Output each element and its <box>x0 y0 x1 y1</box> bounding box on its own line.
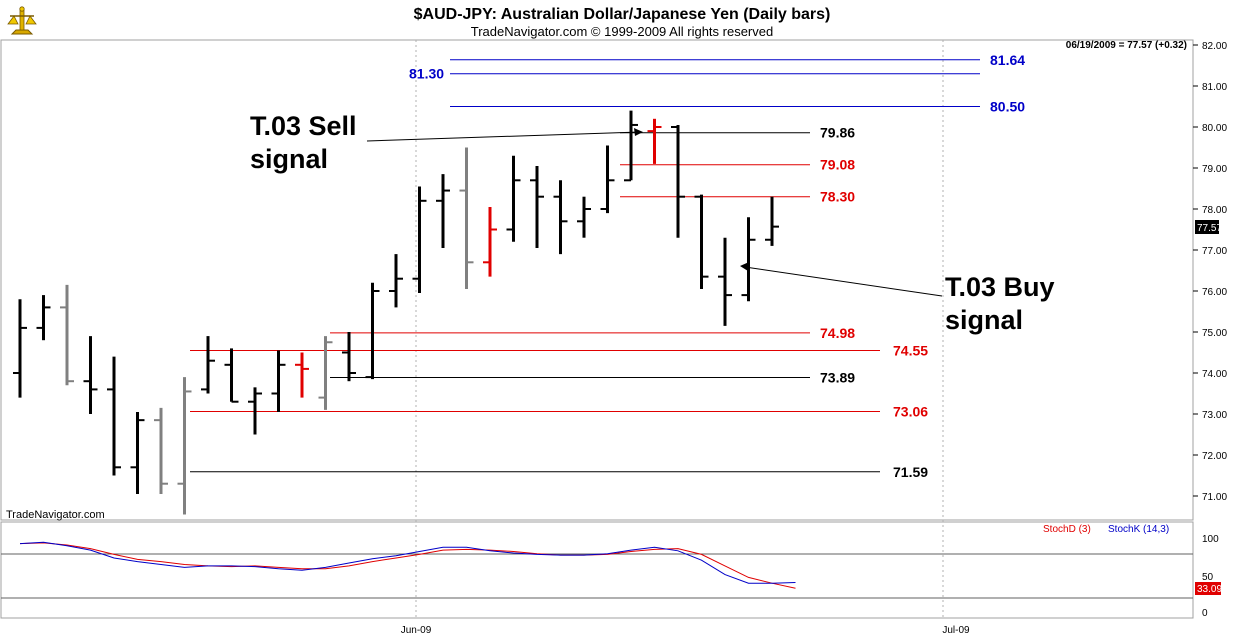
ohlc-bar <box>342 332 356 382</box>
stoch-legend-k: StochK (14,3) <box>1108 524 1169 535</box>
ohlc-bar <box>154 407 168 494</box>
price-tick-label: 80.00 <box>1202 123 1227 134</box>
level-label: 79.86 <box>820 125 855 141</box>
price-axis: 71.00 72.00 73.00 74.00 75.00 76.00 77.00 78.00… <box>1193 41 1227 503</box>
stoch-d-line <box>19 542 796 589</box>
level-label: 73.06 <box>893 404 928 420</box>
buy-signal-arrow <box>744 266 943 297</box>
price-tick-label: 74.00 <box>1202 369 1227 380</box>
sell-signal-arrowhead <box>634 128 643 136</box>
stoch-tick-0: 0 <box>1202 608 1208 619</box>
brand-watermark: TradeNavigator.com <box>6 509 105 521</box>
ohlc-bar <box>412 186 427 294</box>
level-label: 74.55 <box>893 342 928 358</box>
chart-subtitle: TradeNavigator.com © 1999-2009 All right… <box>471 24 773 39</box>
ohlc-bar <box>600 145 615 214</box>
buy-signal-label: signal <box>945 305 1023 335</box>
ohlc-bar <box>107 356 121 476</box>
sell-signal-label: T.03 Sell <box>250 111 357 141</box>
ohlc-bar <box>577 196 591 238</box>
price-tick-label: 75.00 <box>1202 328 1227 339</box>
last-price-label: 77.57 <box>1197 223 1222 234</box>
x-label-jun: Jun-09 <box>401 625 432 636</box>
ohlc-bar <box>271 350 286 412</box>
price-tick-label: 77.00 <box>1202 246 1227 257</box>
support-resistance-levels: 81.64 81.30 80.50 79.86 79.08 78.30 74.98 74.55… <box>190 52 1025 480</box>
buy-signal-arrowhead <box>740 262 749 271</box>
ohlc-bar <box>765 196 779 246</box>
last-price-box <box>1195 220 1219 234</box>
price-tick-label: 71.00 <box>1202 492 1227 503</box>
price-panel-frame <box>0 39 1194 521</box>
sell-signal-label: signal <box>250 144 328 174</box>
ohlc-bar <box>671 124 685 238</box>
ohlc-bar <box>177 377 192 515</box>
buy-signal-label: T.03 Buy <box>945 272 1055 302</box>
ohlc-bar <box>36 295 51 341</box>
level-label: 73.89 <box>820 370 855 386</box>
level-label: 74.98 <box>820 325 855 341</box>
ohlc-bar <box>83 336 98 414</box>
ohlc-bar <box>624 110 638 182</box>
stoch-value-box <box>1195 582 1221 595</box>
ohlc-bar <box>389 254 403 308</box>
chart-title: $AUD-JPY: Australian Dollar/Japanese Yen… <box>414 6 831 23</box>
ohlc-bar <box>459 147 474 289</box>
ohlc-bar <box>530 165 544 248</box>
stoch-panel-frame <box>0 521 1194 619</box>
logo-icon <box>7 6 37 35</box>
stoch-value-label: 33.09 <box>1197 584 1222 595</box>
level-label: 79.08 <box>820 157 855 173</box>
stoch-tick-50: 50 <box>1202 572 1214 583</box>
ohlc-bar <box>130 411 145 494</box>
price-bars <box>13 110 779 515</box>
ohlc-bar <box>60 284 74 386</box>
x-label-jul: Jul-09 <box>942 625 970 636</box>
price-tick-label: 81.00 <box>1202 82 1227 93</box>
level-label: 78.30 <box>820 189 855 205</box>
ohlc-bar <box>506 155 521 242</box>
ohlc-bar <box>553 180 568 255</box>
price-tick-label: 79.00 <box>1202 164 1227 175</box>
ohlc-bar <box>741 217 756 302</box>
ohlc-bar <box>201 336 215 394</box>
ohlc-bar <box>365 282 380 380</box>
level-label: 81.64 <box>990 52 1025 68</box>
ohlc-bar <box>295 352 309 398</box>
ohlc-bar <box>694 194 709 289</box>
price-tick-label: 82.00 <box>1202 41 1227 52</box>
ohlc-bar <box>483 206 497 277</box>
stoch-tick-100: 100 <box>1202 534 1219 545</box>
stoch-k-line <box>19 541 796 584</box>
ohlc-bar <box>647 118 662 164</box>
price-tick-label: 76.00 <box>1202 287 1227 298</box>
sell-signal-arrow <box>366 131 639 142</box>
ohlc-bar <box>436 174 450 248</box>
level-label: 71.59 <box>893 464 928 480</box>
ohlc-bar <box>248 387 262 435</box>
price-tick-label: 72.00 <box>1202 451 1227 462</box>
stoch-legend-d: StochD (3) <box>1043 524 1091 535</box>
ohlc-bar <box>318 336 333 410</box>
ohlc-bar <box>13 299 27 398</box>
ohlc-bar <box>224 348 239 403</box>
price-tick-label: 78.00 <box>1202 205 1227 216</box>
level-label: 80.50 <box>990 99 1025 115</box>
level-label: 81.30 <box>409 66 444 82</box>
price-tick-label: 73.00 <box>1202 410 1227 421</box>
ohlc-bar <box>718 237 732 326</box>
quote-readout: 06/19/2009 = 77.57 (+0.32) <box>1066 40 1187 51</box>
